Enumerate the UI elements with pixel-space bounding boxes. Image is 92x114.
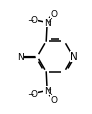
Text: O: O bbox=[30, 89, 37, 98]
Text: N: N bbox=[70, 52, 78, 62]
Text: +: + bbox=[47, 19, 51, 24]
Text: −: − bbox=[27, 16, 33, 25]
Text: O: O bbox=[50, 10, 57, 19]
Text: O: O bbox=[30, 16, 37, 25]
Text: N: N bbox=[17, 53, 24, 61]
Text: N: N bbox=[44, 86, 51, 95]
Text: O: O bbox=[50, 95, 57, 104]
Text: +: + bbox=[47, 87, 51, 91]
Text: N: N bbox=[44, 19, 51, 28]
Text: −: − bbox=[27, 89, 33, 98]
